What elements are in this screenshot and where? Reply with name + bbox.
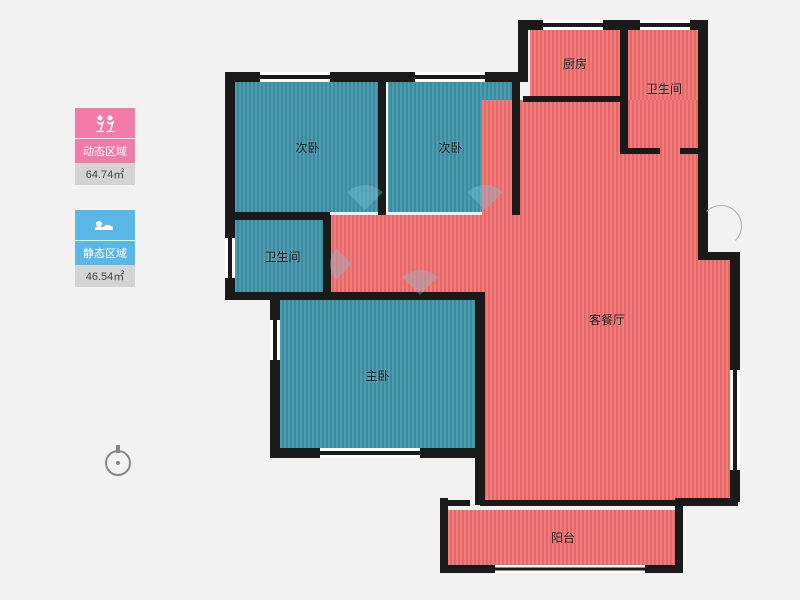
wall <box>620 25 628 153</box>
room-label: 厨房 <box>563 55 587 72</box>
wall <box>475 295 485 505</box>
sleep-icon <box>75 210 135 240</box>
wall <box>675 498 683 573</box>
wall <box>680 148 700 154</box>
legend-dynamic-label: 动态区域 <box>75 139 135 163</box>
window <box>543 20 603 30</box>
room-living-ext <box>330 215 485 295</box>
legend-panel: 动态区域 64.74㎡ 静态区域 46.54㎡ <box>75 108 145 312</box>
wall <box>275 292 485 300</box>
window <box>225 238 235 278</box>
wall <box>620 148 660 154</box>
room-label: 次卧 <box>295 139 319 156</box>
people-icon <box>75 108 135 138</box>
wall <box>230 212 330 220</box>
wall <box>445 500 470 506</box>
window <box>495 565 645 573</box>
room-living2: 客餐厅 <box>482 258 732 500</box>
wall <box>480 500 680 506</box>
room-balcony: 阳台 <box>448 510 678 565</box>
room-label: 卫生间 <box>646 80 682 97</box>
room-label: 阳台 <box>551 529 575 546</box>
wall <box>323 215 331 297</box>
legend-dynamic: 动态区域 64.74㎡ <box>75 108 145 185</box>
wall <box>440 498 448 573</box>
wall <box>698 20 708 258</box>
window <box>415 72 485 82</box>
room-bathroom1: 卫生间 <box>235 220 330 292</box>
legend-static: 静态区域 46.54㎡ <box>75 210 145 287</box>
wall <box>270 292 280 455</box>
room-kitchen: 厨房 <box>530 28 620 98</box>
window <box>260 72 330 82</box>
wall <box>678 498 738 506</box>
compass-icon <box>100 443 136 484</box>
floorplan: 厨房 卫生间 次卧 次卧 卫生间 主卧 客餐厅 阳台 <box>220 20 750 575</box>
room-label: 主卧 <box>365 367 389 384</box>
room-label: 次卧 <box>438 139 462 156</box>
window <box>270 320 280 360</box>
room-master: 主卧 <box>280 300 475 450</box>
wall <box>523 96 623 102</box>
window <box>320 448 420 458</box>
legend-static-label: 静态区域 <box>75 241 135 265</box>
legend-dynamic-value: 64.74㎡ <box>75 163 135 185</box>
room-label: 卫生间 <box>264 248 300 265</box>
wall <box>512 78 520 215</box>
room-label: 客餐厅 <box>589 311 625 328</box>
legend-static-value: 46.54㎡ <box>75 265 135 287</box>
window <box>640 20 690 30</box>
window <box>730 370 740 470</box>
